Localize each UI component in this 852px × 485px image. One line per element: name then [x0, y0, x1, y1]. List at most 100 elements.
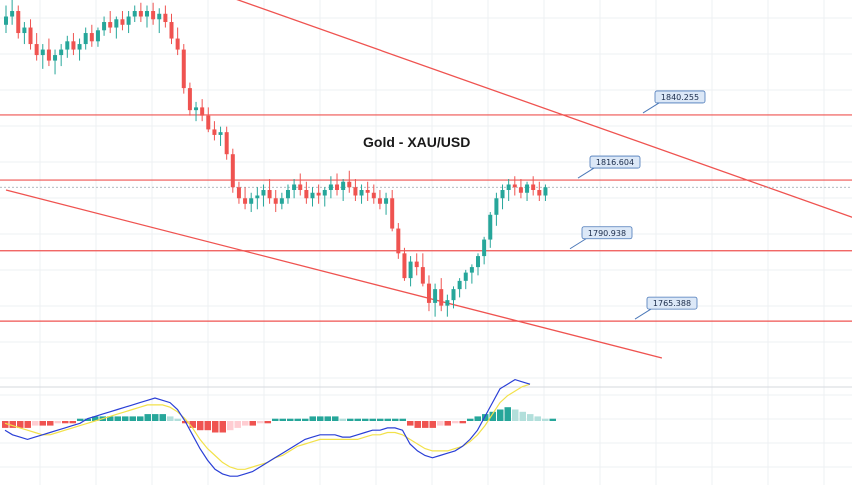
macd-histogram-bar	[287, 418, 294, 421]
macd-histogram-bar	[399, 418, 406, 421]
candle-body	[390, 198, 395, 229]
candle-body	[469, 267, 474, 273]
candle-body	[236, 187, 241, 199]
macd-histogram-bar	[324, 416, 331, 421]
macd-histogram-bar	[444, 421, 451, 426]
level-label-box	[589, 155, 641, 169]
macd-histogram-bar	[234, 421, 241, 428]
candle-body	[200, 107, 205, 116]
candle-body	[273, 198, 278, 204]
macd-histogram-bar	[309, 416, 316, 421]
trendlines	[5, 0, 852, 359]
candle-body	[230, 154, 235, 188]
macd-histogram-bar	[69, 421, 76, 424]
macd-histogram-bar	[384, 418, 391, 421]
candle-body	[40, 49, 45, 56]
macd-histogram-bar	[549, 418, 556, 421]
candle-body	[328, 184, 333, 190]
candle-body	[255, 195, 260, 199]
candle-body	[34, 44, 39, 56]
macd-histogram-bar	[422, 421, 429, 428]
candle-body	[359, 190, 364, 196]
macd-histogram-bar	[197, 421, 204, 431]
candle-body	[316, 192, 321, 196]
candle-body	[353, 187, 358, 196]
candle-body	[512, 184, 517, 188]
macd-histogram-bar	[152, 414, 159, 421]
candle-body	[181, 49, 186, 89]
macd-histogram-bar	[129, 416, 136, 421]
candle-body	[408, 261, 413, 279]
macd-histogram-bar	[452, 421, 459, 424]
candle-body	[89, 33, 94, 42]
candle-body	[261, 190, 266, 196]
macd-histogram-bar	[482, 414, 489, 421]
macd-histogram-bar	[107, 416, 114, 421]
macd-histogram-bar	[174, 418, 181, 421]
macd-histogram-bar	[144, 414, 151, 421]
candle-body	[322, 190, 327, 196]
candle-body	[243, 198, 248, 204]
candle-body	[414, 261, 419, 268]
macd-histogram-bar	[122, 416, 129, 421]
candle-body	[402, 253, 407, 279]
candle-body	[157, 13, 162, 20]
macd-histogram-bar	[39, 421, 46, 426]
macd-histogram-bar	[9, 421, 16, 428]
macd-histogram-bar	[437, 421, 444, 426]
level-label-text: 1816.604	[596, 158, 634, 167]
macd-histogram-bar	[92, 416, 99, 421]
candle-body	[71, 41, 76, 50]
candle-body	[132, 11, 137, 17]
candle-body	[335, 184, 340, 190]
candle-body	[463, 272, 468, 281]
candle-body	[212, 129, 217, 135]
candle-body	[310, 192, 315, 199]
candle-body	[120, 19, 125, 25]
candle-body	[285, 190, 290, 199]
candle-body	[28, 27, 33, 45]
candle-body	[175, 38, 180, 50]
candle-body	[292, 184, 297, 190]
candle-body	[488, 214, 493, 240]
macd-histogram-bar	[354, 418, 361, 421]
candle-body	[144, 11, 149, 17]
candle-body	[194, 107, 199, 111]
macd-histogram-bar	[369, 418, 376, 421]
macd-histogram-bar	[47, 421, 54, 426]
candle-body	[59, 49, 64, 56]
macd-histogram-bar	[279, 418, 286, 421]
candle-body	[439, 289, 444, 306]
candle-body	[4, 16, 8, 25]
macd-histogram-bar	[77, 418, 84, 421]
macd-histogram-bar	[407, 421, 414, 426]
candle-body	[420, 267, 425, 284]
macd-histogram-bar	[227, 421, 234, 431]
macd-histogram-bar	[294, 418, 301, 421]
level-label-pointer	[634, 308, 652, 320]
macd-histogram-bar	[519, 411, 526, 421]
macd-histogram-bar	[62, 421, 69, 424]
candle-body	[126, 16, 131, 25]
macd-histogram-bar	[189, 421, 196, 428]
candle-body	[16, 11, 21, 34]
macd-histogram-bar	[467, 418, 474, 421]
candle-body	[543, 187, 548, 196]
candle-body	[304, 190, 309, 199]
macd-histogram-bar	[54, 421, 61, 424]
candle-body	[10, 11, 15, 17]
trendline-upper-channel	[236, 0, 852, 218]
macd-histogram-bar	[317, 416, 324, 421]
macd-histogram-bar	[32, 421, 39, 426]
macd-signal-line	[4, 383, 531, 470]
candle-body	[108, 22, 113, 28]
candle-body	[457, 280, 462, 290]
candle-body	[365, 190, 370, 193]
macd-histogram-bar	[219, 421, 226, 433]
candle-body	[187, 88, 192, 111]
macd-histogram-bar	[512, 409, 519, 421]
candle-body	[298, 184, 303, 190]
macd-histogram-bar	[17, 421, 24, 428]
macd-histogram-bar	[497, 409, 504, 421]
